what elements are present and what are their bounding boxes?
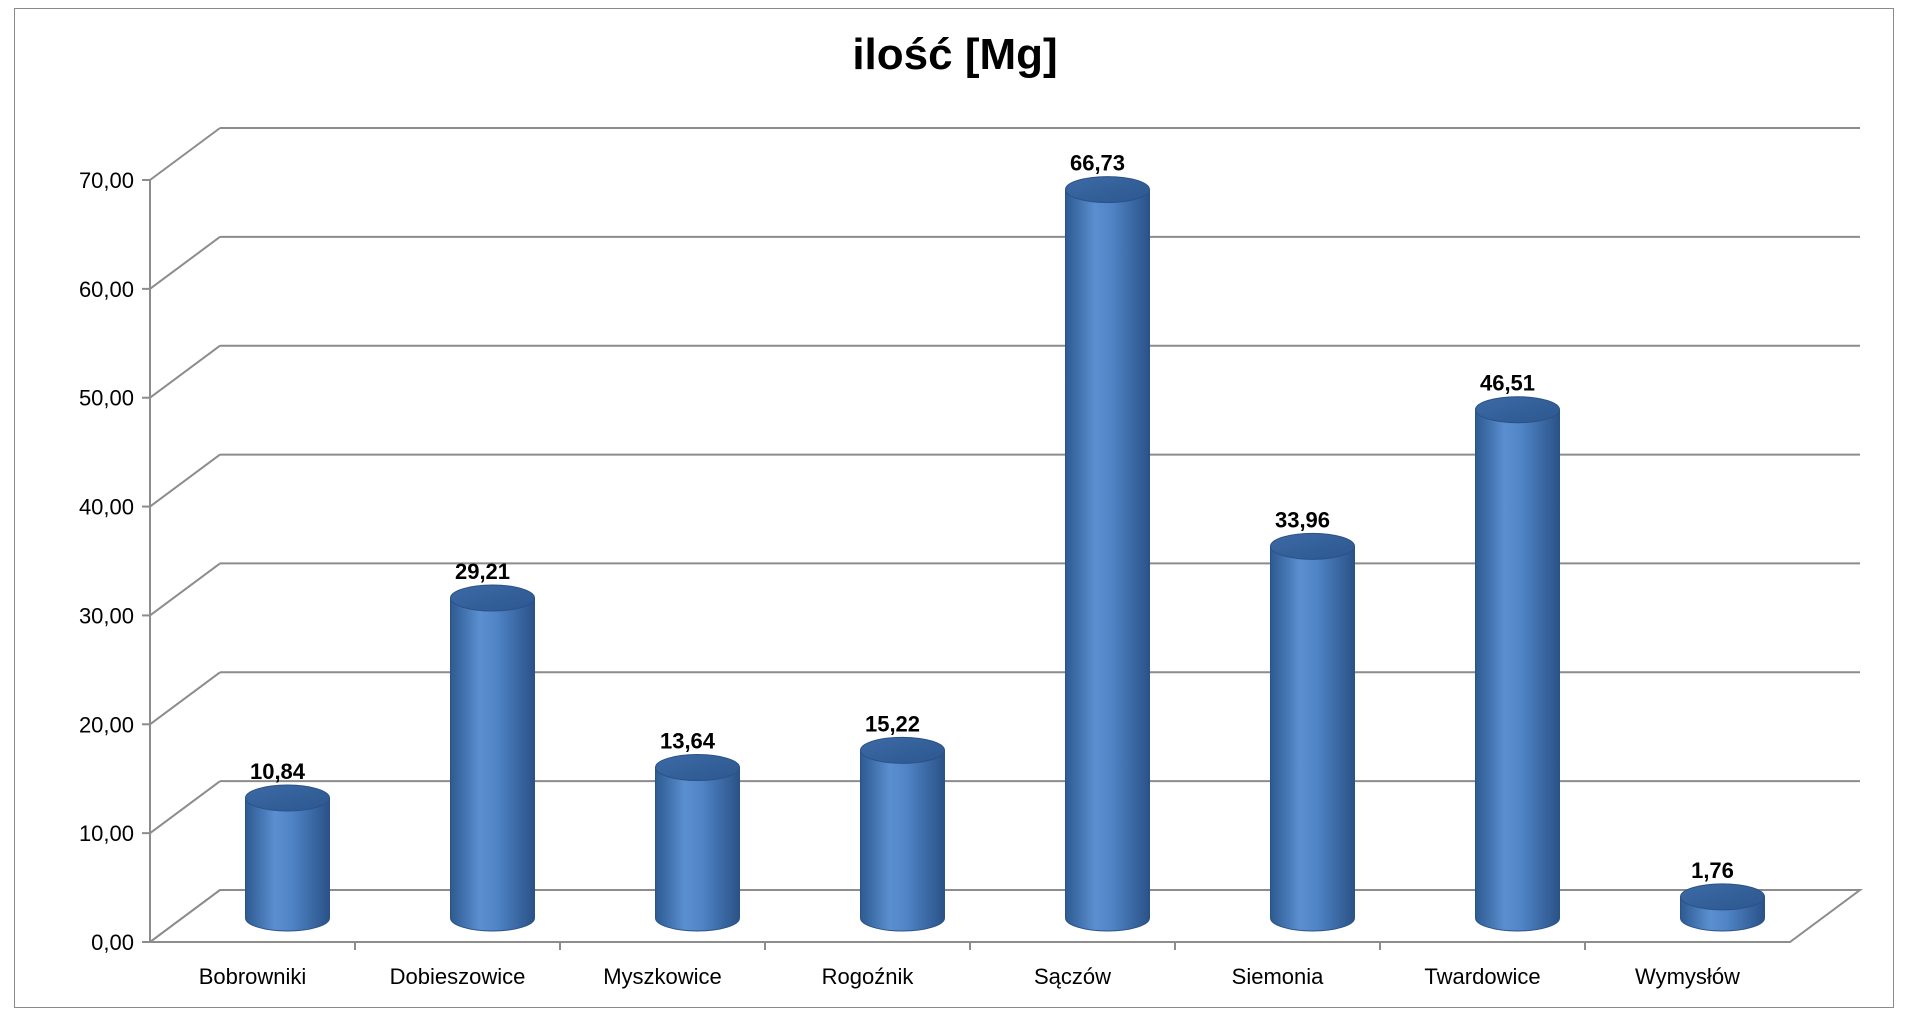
gridline-side <box>149 344 221 399</box>
bar-body <box>860 749 945 932</box>
floor <box>146 889 1864 943</box>
bar <box>1475 396 1560 932</box>
x-tick-label: Myszkowice <box>603 964 722 989</box>
bar-body <box>1270 545 1355 932</box>
bar <box>1065 176 1150 932</box>
bar-cap <box>1680 883 1765 911</box>
y-tick-label: 40,00 <box>79 495 134 520</box>
x-tick-label: Rogoźnik <box>822 964 915 989</box>
bar-cap <box>860 736 945 764</box>
y-tick-label: 50,00 <box>79 386 134 411</box>
y-tick-label: 0,00 <box>91 930 134 955</box>
bar-body <box>1475 409 1560 932</box>
bars <box>245 176 1765 932</box>
bar-cap <box>245 784 330 812</box>
data-label: 46,51 <box>1480 371 1535 396</box>
axes: 0,00 10,00 20,00 30,00 40,00 50,00 60,00 70,00 B… <box>79 168 1790 989</box>
y-tick-label: 20,00 <box>79 712 134 737</box>
bar <box>1270 532 1355 932</box>
data-label: 29,21 <box>455 559 510 584</box>
bar-cap <box>1065 176 1150 204</box>
x-tick-label: Siemonia <box>1232 964 1324 989</box>
y-tick-label: 30,00 <box>79 603 134 628</box>
bar-body <box>1065 189 1150 932</box>
data-label: 15,22 <box>865 711 920 736</box>
x-tick-label: Bobrowniki <box>199 964 307 989</box>
bar <box>245 784 330 932</box>
gridline-side <box>149 453 221 508</box>
y-tick-label: 70,00 <box>79 168 134 193</box>
y-tick-label: 10,00 <box>79 821 134 846</box>
x-tick-label: Dobieszowice <box>390 964 526 989</box>
bar-cap <box>1270 532 1355 560</box>
gridline-side <box>149 562 221 617</box>
x-tick-label: Wymysłów <box>1635 964 1740 989</box>
bar-cap <box>450 584 535 612</box>
chart-title: ilość [Mg] <box>852 30 1058 79</box>
bar-cap <box>655 754 740 782</box>
gridlines <box>146 127 1864 943</box>
bar <box>860 736 945 932</box>
gridline-side <box>149 127 221 181</box>
bar-cap <box>1475 396 1560 424</box>
data-label: 66,73 <box>1070 151 1125 176</box>
gridline-side <box>149 780 221 834</box>
data-labels: 10,84 29,21 13,64 15,22 66,73 33,96 46,51 1,76 <box>250 151 1734 883</box>
bar <box>1680 883 1765 932</box>
y-tick-label: 60,00 <box>79 277 134 302</box>
data-label: 10,84 <box>250 759 306 784</box>
bar <box>450 584 535 932</box>
gridline-side <box>149 236 221 290</box>
gridline-side <box>149 671 221 726</box>
bar <box>655 754 740 932</box>
x-tick-label: Sączów <box>1034 964 1111 989</box>
data-label: 33,96 <box>1275 507 1330 532</box>
x-tick-label: Twardowice <box>1424 964 1540 989</box>
bar-body <box>450 597 535 932</box>
bar-body <box>655 767 740 932</box>
bar-body <box>245 797 330 932</box>
data-label: 13,64 <box>660 729 716 754</box>
data-label: 1,76 <box>1691 858 1734 883</box>
